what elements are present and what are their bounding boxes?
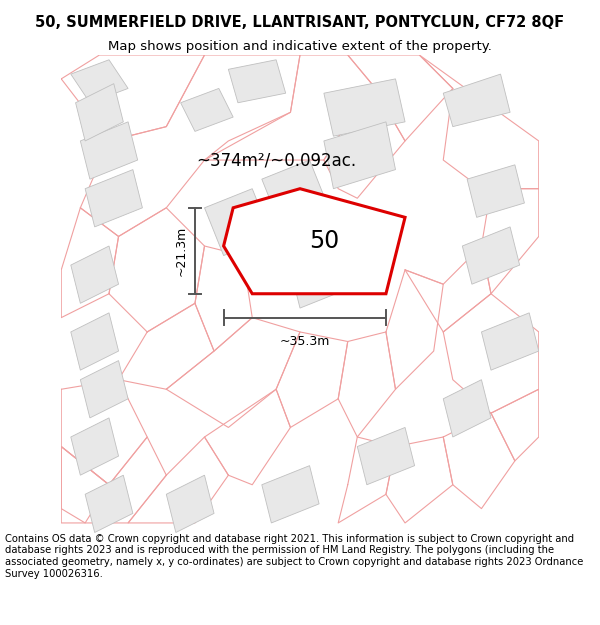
Polygon shape: [80, 122, 137, 179]
Polygon shape: [262, 160, 329, 227]
Polygon shape: [224, 189, 405, 294]
Polygon shape: [71, 313, 119, 370]
Polygon shape: [71, 246, 119, 303]
Text: 50: 50: [309, 229, 339, 253]
Polygon shape: [80, 361, 128, 418]
Polygon shape: [443, 74, 510, 127]
Text: Map shows position and indicative extent of the property.: Map shows position and indicative extent…: [108, 39, 492, 52]
Polygon shape: [229, 60, 286, 102]
Text: ~35.3m: ~35.3m: [280, 335, 330, 348]
Polygon shape: [290, 251, 348, 308]
Polygon shape: [85, 169, 142, 227]
Polygon shape: [85, 475, 133, 532]
Polygon shape: [463, 227, 520, 284]
Polygon shape: [324, 79, 405, 136]
Text: 50, SUMMERFIELD DRIVE, LLANTRISANT, PONTYCLUN, CF72 8QF: 50, SUMMERFIELD DRIVE, LLANTRISANT, PONT…: [35, 16, 565, 31]
Text: ~21.3m: ~21.3m: [174, 226, 187, 276]
Polygon shape: [71, 418, 119, 475]
Polygon shape: [467, 165, 524, 217]
Polygon shape: [71, 60, 128, 102]
Text: ~374m²/~0.092ac.: ~374m²/~0.092ac.: [196, 151, 356, 169]
Polygon shape: [358, 428, 415, 485]
Polygon shape: [181, 88, 233, 131]
Polygon shape: [262, 466, 319, 523]
Polygon shape: [76, 84, 124, 141]
Text: Contains OS data © Crown copyright and database right 2021. This information is : Contains OS data © Crown copyright and d…: [5, 534, 583, 579]
Polygon shape: [443, 380, 491, 437]
Polygon shape: [324, 122, 395, 189]
Polygon shape: [166, 475, 214, 532]
Polygon shape: [481, 313, 539, 370]
Polygon shape: [205, 189, 271, 256]
